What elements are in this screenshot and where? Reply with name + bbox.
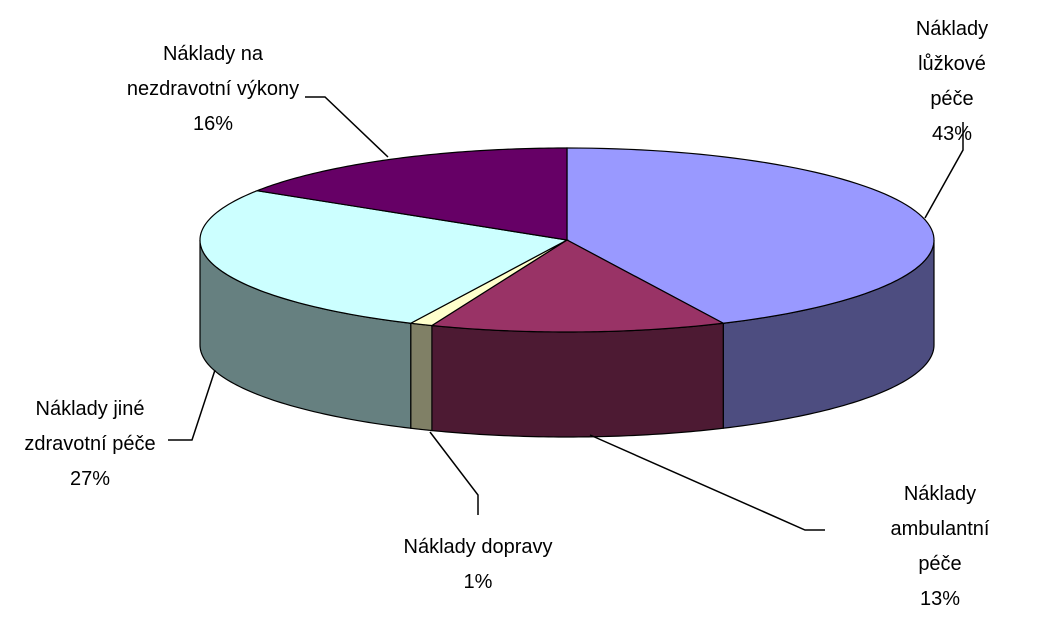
leader-line [305,96,389,158]
page: (() => { const data = JSON.parse(documen… [24,12,1003,610]
category-label: Náklady jiné zdravotní péče [24,398,156,455]
category-label: Náklady dopravy [403,536,553,558]
value-label: 43% [931,123,973,145]
slice-label: Náklady na nezdravotní výkony 16% [127,37,299,142]
slice-label: Náklady lůžkové péče 43% [902,12,1003,152]
category-label: Náklady ambulantní péče [890,483,990,575]
leader-line [429,431,479,515]
value-label: 13% [919,588,961,610]
slice [254,147,568,241]
value-label: 1% [463,571,493,593]
slice-side [410,322,433,432]
slice-label: Náklady ambulantní péče 13% [884,477,997,617]
slice-side [431,322,724,438]
slice-label: Náklady jiné zdravotní péče 27% [24,392,155,497]
slice [430,239,726,333]
leader-line [589,434,825,531]
slice [566,147,935,324]
slice-label: Náklady dopravy 1% [404,530,553,600]
category-label: Náklady lůžkové péče [915,18,989,110]
category-label: Náklady na nezdravotní výkony [126,43,300,100]
chart [168,96,964,531]
slice [199,190,569,324]
leader-line [168,369,216,441]
leader-line [924,122,964,219]
value-label: 27% [69,468,111,490]
value-label: 16% [192,113,234,135]
